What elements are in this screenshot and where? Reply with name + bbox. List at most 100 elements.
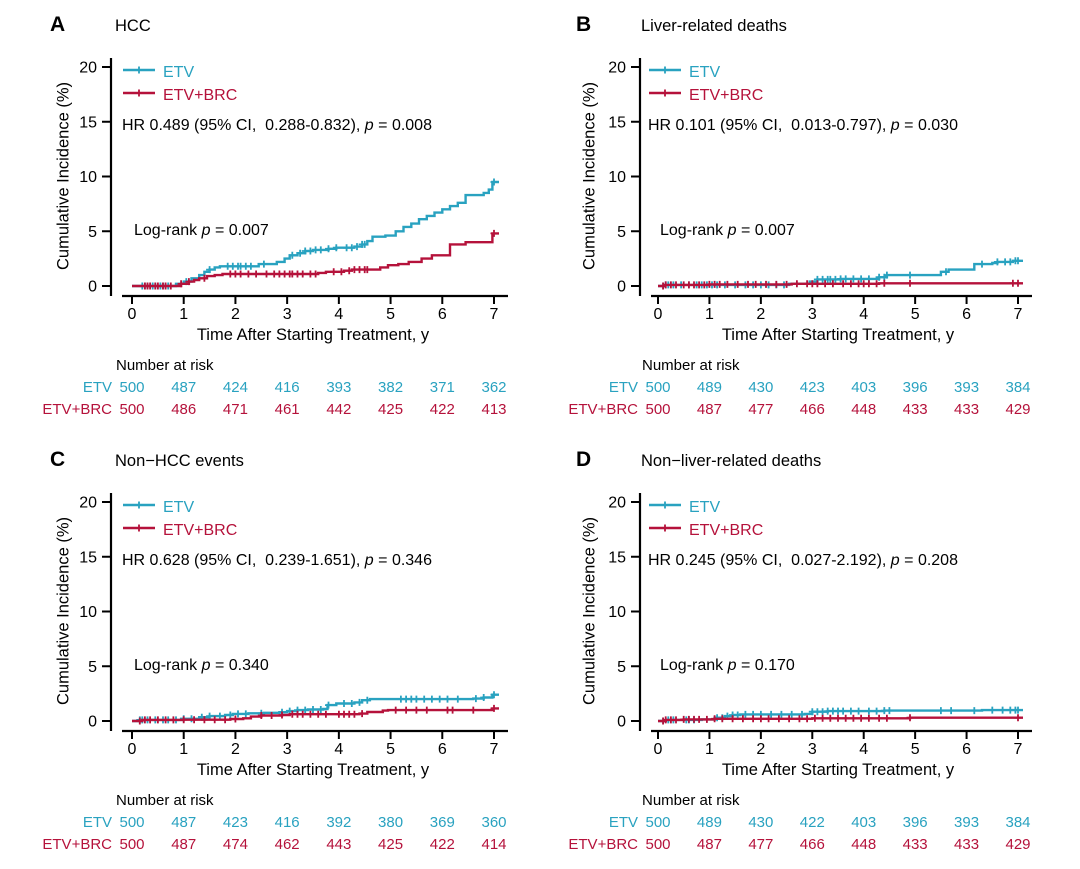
x-tick-label: 4 [334,741,343,758]
legend: ETV ETV+BRC [648,61,763,107]
risk-value: 393 [954,814,980,831]
censor-marks-etv_brc [659,279,1022,290]
risk-value: 416 [274,814,300,831]
x-tick-label: 1 [705,306,714,323]
legend-item-etv: ETV [122,61,237,84]
risk-table-header: Number at risk [642,792,740,809]
x-tick-label: 7 [1014,306,1023,323]
x-tick-label: 0 [128,306,137,323]
risk-value: 474 [222,836,248,853]
legend-label-etv: ETV [689,498,721,516]
x-tick-label: 2 [756,741,765,758]
risk-value: 382 [378,379,404,396]
risk-value: 424 [222,379,248,396]
logrank-text: Log-rank [660,657,728,674]
legend-label-etv-brc: ETV+BRC [163,86,238,104]
risk-value: 442 [326,401,352,418]
risk-value: 423 [222,814,248,831]
hr-p-value: = 0.030 [899,117,958,134]
x-tick-label: 6 [962,741,971,758]
x-tick-label: 2 [231,306,240,323]
x-tick-label: 1 [179,741,188,758]
x-tick-label: 5 [911,306,920,323]
risk-table-header: Number at risk [116,357,214,374]
x-tick-label: 3 [283,741,292,758]
panel-title: HCC [115,17,151,35]
etv-line-swatch-icon [122,63,156,82]
legend-item-etv-brc: ETV+BRC [648,84,763,107]
risk-value: 429 [1005,401,1031,418]
legend-label-etv-brc: ETV+BRC [163,521,238,539]
hr-p-symbol: p [364,552,374,569]
risk-value: 443 [326,836,352,853]
hr-text: HR 0.489 (95% CI, 0.288-0.832), [122,117,365,134]
risk-value: 477 [748,401,774,418]
logrank-annotation: Log-rank p = 0.007 [660,222,795,240]
risk-row-label: ETV+BRC [568,401,638,418]
etv-line-swatch-icon [648,63,682,82]
risk-value: 487 [171,379,197,396]
risk-value: 425 [378,836,404,853]
risk-table-header: Number at risk [116,792,214,809]
legend-item-etv: ETV [648,61,763,84]
panel-a: A HCC Cumulative Incidence (%) 0 5 10 15 20 0… [0,0,540,435]
x-tick-label: 1 [705,741,714,758]
x-axis-label: Time After Starting Treatment, y [721,761,955,779]
risk-value: 466 [799,836,825,853]
logrank-p-symbol: p [727,657,737,674]
risk-value: 425 [378,401,404,418]
hr-p-value: = 0.008 [373,117,432,134]
legend: ETV ETV+BRC [648,496,763,542]
risk-value: 500 [645,401,671,418]
etv-line-swatch-icon [122,498,156,517]
risk-value: 462 [274,836,300,853]
etv-brc-line-swatch-icon [648,521,682,540]
risk-value: 500 [119,401,145,418]
panel-letter: D [576,448,592,471]
plot-svg: 0 5 10 15 20 0 1 2 3 4 5 6 7 [608,493,1032,758]
risk-value: 360 [481,814,507,831]
etv-brc-line-swatch-icon [122,86,156,105]
risk-value: 433 [954,401,980,418]
y-tick-label: 10 [79,169,97,186]
x-tick-label: 0 [128,741,137,758]
x-tick-label: 2 [231,741,240,758]
legend-item-etv: ETV [648,496,763,519]
panel-title: Non−liver-related deaths [641,452,822,470]
risk-value: 500 [119,379,145,396]
risk-value: 403 [851,379,877,396]
risk-value: 500 [119,836,145,853]
risk-value: 489 [696,379,722,396]
plot-svg: 0 5 10 15 20 0 1 2 3 4 5 6 7 [79,58,508,323]
y-tick-label: 10 [79,604,97,621]
risk-value: 362 [481,379,507,396]
x-tick-label: 5 [911,741,920,758]
logrank-annotation: Log-rank p = 0.007 [134,222,269,240]
risk-row-label: ETV+BRC [42,836,112,853]
x-tick-label: 4 [334,306,343,323]
risk-value: 422 [429,401,455,418]
risk-value: 466 [799,401,825,418]
risk-value: 433 [954,836,980,853]
y-tick-label: 5 [88,224,97,241]
y-tick-label: 20 [608,495,626,512]
hr-p-value: = 0.208 [899,552,958,569]
risk-value: 477 [748,836,774,853]
legend-item-etv-brc: ETV+BRC [648,519,763,542]
logrank-p-symbol: p [727,222,737,239]
risk-value: 380 [378,814,404,831]
logrank-p-value: = 0.170 [736,657,795,674]
y-tick-label: 0 [617,279,626,296]
y-tick-label: 20 [79,495,97,512]
legend: ETV ETV+BRC [122,496,237,542]
risk-value: 430 [748,814,774,831]
risk-value: 486 [171,401,197,418]
hr-text: HR 0.101 (95% CI, 0.013-0.797), [648,117,891,134]
risk-value: 500 [645,814,671,831]
censor-marks-etv_brc [136,704,498,725]
risk-value: 448 [851,836,877,853]
y-tick-label: 15 [79,114,97,131]
legend-label-etv: ETV [689,63,721,81]
risk-value: 403 [851,814,877,831]
risk-value: 500 [645,379,671,396]
